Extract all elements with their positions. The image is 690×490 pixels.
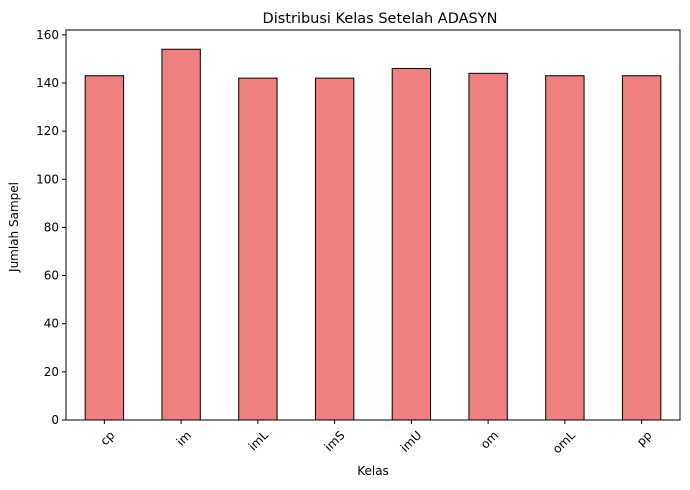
y-axis: 0 20 40 60 80 100 120 140 160 bbox=[36, 28, 66, 427]
y-tick-label: 120 bbox=[36, 124, 59, 138]
x-tick-label: omL bbox=[550, 428, 578, 456]
y-tick-label: 60 bbox=[44, 269, 59, 283]
x-tick-label: imU bbox=[398, 428, 425, 455]
x-axis: cp im imL imS imU om omL pp bbox=[97, 420, 655, 456]
y-tick-label: 40 bbox=[44, 317, 59, 331]
bar-cp bbox=[84, 75, 125, 421]
x-tick-label: om bbox=[478, 428, 501, 451]
x-tick-label: imL bbox=[246, 428, 271, 453]
y-tick-label: 0 bbox=[51, 413, 59, 427]
x-tick-label: im bbox=[174, 428, 195, 449]
x-tick-label: cp bbox=[97, 428, 117, 448]
y-tick-label: 80 bbox=[44, 220, 59, 234]
x-axis-label: Kelas bbox=[357, 464, 389, 478]
bar-pp bbox=[621, 75, 662, 421]
bar-imL bbox=[238, 77, 278, 421]
plot-frame bbox=[65, 29, 681, 421]
bar-imS bbox=[314, 77, 355, 421]
y-tick-label: 100 bbox=[36, 172, 59, 186]
bars-group bbox=[84, 48, 662, 421]
bar-im bbox=[161, 48, 201, 421]
y-tick-label: 20 bbox=[44, 365, 59, 379]
bar-imU bbox=[391, 68, 432, 421]
bar-omL bbox=[545, 75, 585, 421]
chart-title: Distribusi Kelas Setelah ADASYN bbox=[263, 11, 498, 27]
y-axis-label: Jumlah Sampel bbox=[7, 182, 21, 273]
y-tick-label: 160 bbox=[36, 28, 59, 42]
bar-om bbox=[468, 72, 508, 421]
x-tick-label: imS bbox=[322, 428, 348, 454]
y-tick-label: 140 bbox=[36, 76, 59, 90]
x-tick-label: pp bbox=[634, 428, 655, 449]
